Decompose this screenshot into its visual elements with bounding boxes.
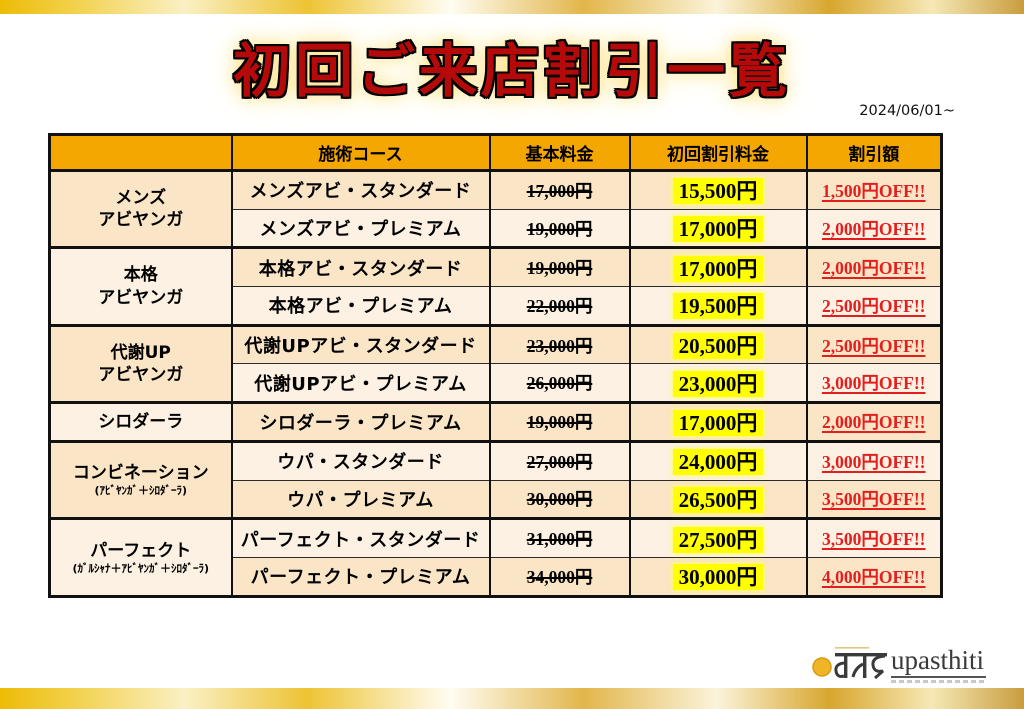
table-header-row: 施術コース 基本料金 初回割引料金 割引額 <box>48 133 943 172</box>
category-cell: コンビネーション (ｱﾋﾞﾔﾝｶﾞ＋ｼﾛﾀﾞｰﾗ) <box>48 439 233 519</box>
table-row: 本格 アビヤンガ 本格アビ・スタンダード 19,000円 17,000円 2,0… <box>48 246 943 326</box>
first-visit-price-cell: 27,500円 <box>672 526 764 553</box>
base-price-cell: 31,000円 <box>526 529 593 550</box>
base-price-cell: 19,000円 <box>526 412 593 433</box>
category-note: (ｱﾋﾞﾔﾝｶﾞ＋ｼﾛﾀﾞｰﾗ) <box>94 484 188 498</box>
table-row: シロダーラ シロダーラ・プレミアム 19,000円 17,000円 2,000円… <box>48 401 943 442</box>
category-label: パーフェクト <box>90 540 192 561</box>
base-price-cell: 19,000円 <box>526 218 593 239</box>
first-visit-price-cell: 20,500円 <box>672 333 764 360</box>
category-cell: パーフェクト (ｶﾞﾙｼｬﾅ＋ｱﾋﾞﾔﾝｶﾞ＋ｼﾛﾀﾞｰﾗ) <box>48 517 233 597</box>
category-label: シロダーラ <box>98 411 184 432</box>
discount-cell: 1,500円OFF!! <box>821 180 926 201</box>
category-label: コンビネーション <box>72 463 209 484</box>
base-price-cell: 23,000円 <box>526 335 593 356</box>
category-label: 本格 アビヤンガ <box>98 265 184 308</box>
first-visit-price-cell: 19,500円 <box>672 293 764 320</box>
page-title: 初回ご来店割引一覧 <box>232 39 791 104</box>
first-visit-price-cell: 17,000円 <box>672 409 764 436</box>
table-row: パーフェクト (ｶﾞﾙｼｬﾅ＋ｱﾋﾞﾔﾝｶﾞ＋ｼﾛﾀﾞｰﾗ) パーフェクト・スタ… <box>48 517 943 597</box>
course-cell: ウパ・プレミアム <box>287 489 434 511</box>
category-label: メンズ アビヤンガ <box>98 188 184 231</box>
course-cell: 代謝UPアビ・スタンダード <box>244 336 477 358</box>
course-cell: 本格アビ・スタンダード <box>258 258 463 280</box>
base-price-cell: 34,000円 <box>526 566 593 587</box>
course-cell: 代謝UPアビ・プレミアム <box>254 373 467 395</box>
table-row: 代謝UPアビ・プレミアム 26,000円 23,000円 3,000円OFF!! <box>50 363 943 403</box>
discount-cell: 2,000円OFF!! <box>821 258 926 279</box>
discount-price-table: 施術コース 基本料金 初回割引料金 割引額 メンズ アビヤンガ メンズアビ・スタ… <box>48 133 943 598</box>
discount-cell: 4,000円OFF!! <box>821 566 926 587</box>
table-row: 代謝UP アビヤンガ 代謝UPアビ・スタンダード 23,000円 20,500円… <box>48 323 943 403</box>
discount-cell: 3,500円OFF!! <box>821 529 926 550</box>
first-visit-price-cell: 24,000円 <box>672 449 764 476</box>
table-row: コンビネーション (ｱﾋﾞﾔﾝｶﾞ＋ｼﾛﾀﾞｰﾗ) ウパ・スタンダード 27,0… <box>48 439 943 519</box>
discount-cell: 3,500円OFF!! <box>821 489 926 510</box>
first-visit-price-cell: 17,000円 <box>672 255 764 282</box>
course-cell: パーフェクト・スタンダード <box>240 529 481 551</box>
discount-cell: 2,500円OFF!! <box>821 295 926 316</box>
gold-bar-top <box>0 0 1024 14</box>
first-visit-price-cell: 17,000円 <box>672 216 764 243</box>
course-cell: メンズアビ・スタンダード <box>249 181 472 203</box>
first-visit-price-cell: 15,500円 <box>672 178 764 205</box>
category-note: (ｶﾞﾙｼｬﾅ＋ｱﾋﾞﾔﾝｶﾞ＋ｼﾛﾀﾞｰﾗ) <box>72 561 210 575</box>
course-cell: 本格アビ・プレミアム <box>268 296 453 318</box>
table-row: パーフェクト・プレミアム 34,000円 30,000円 4,000円OFF!! <box>50 556 943 597</box>
header-course: 施術コース <box>230 133 491 172</box>
logo-text: upasthiti <box>891 647 986 678</box>
discount-cell: 3,000円OFF!! <box>821 373 926 394</box>
discount-cell: 2,500円OFF!! <box>821 335 926 356</box>
table-row: メンズ アビヤンガ メンズアビ・スタンダード 17,000円 15,500円 1… <box>48 168 943 248</box>
base-price-cell: 30,000円 <box>526 489 593 510</box>
course-cell: ウパ・スタンダード <box>277 452 444 474</box>
first-visit-price-cell: 30,000円 <box>672 564 764 591</box>
upasthiti-logo: upasthiti <box>811 645 986 683</box>
discount-cell: 2,000円OFF!! <box>821 412 926 433</box>
course-cell: シロダーラ・プレミアム <box>259 412 462 434</box>
base-price-cell: 27,000円 <box>526 451 593 472</box>
logo-tagline-dots <box>891 680 986 683</box>
table-row: ウパ・プレミアム 30,000円 26,500円 3,500円OFF!! <box>50 479 943 519</box>
category-cell: メンズ アビヤンガ <box>48 168 233 248</box>
discount-cell: 2,000円OFF!! <box>821 218 926 239</box>
table-row: 本格アビ・プレミアム 22,000円 19,500円 2,500円OFF!! <box>50 286 943 326</box>
base-price-cell: 26,000円 <box>526 373 593 394</box>
header-category <box>48 133 233 172</box>
category-cell: シロダーラ <box>48 401 233 442</box>
course-cell: メンズアビ・プレミアム <box>259 219 462 241</box>
logo-devanagari-icon <box>812 647 887 680</box>
header-discount: 割引額 <box>805 133 943 172</box>
first-visit-price-cell: 26,500円 <box>672 486 764 513</box>
base-price-cell: 17,000円 <box>526 180 593 201</box>
category-cell: 本格 アビヤンガ <box>48 246 233 326</box>
category-label: 代謝UP アビヤンガ <box>98 342 184 385</box>
base-price-cell: 22,000円 <box>526 295 593 316</box>
first-visit-price-cell: 23,000円 <box>672 370 764 397</box>
effective-date: 2024/06/01~ <box>859 103 955 119</box>
gold-bar-bottom <box>0 688 1024 709</box>
base-price-cell: 19,000円 <box>526 258 593 279</box>
table-row: メンズアビ・プレミアム 19,000円 17,000円 2,000円OFF!! <box>50 208 943 248</box>
category-cell: 代謝UP アビヤンガ <box>48 323 233 403</box>
header-first-visit-price: 初回割引料金 <box>628 133 808 172</box>
header-base-price: 基本料金 <box>488 133 631 172</box>
discount-cell: 3,000円OFF!! <box>821 451 926 472</box>
course-cell: パーフェクト・プレミアム <box>250 567 471 589</box>
